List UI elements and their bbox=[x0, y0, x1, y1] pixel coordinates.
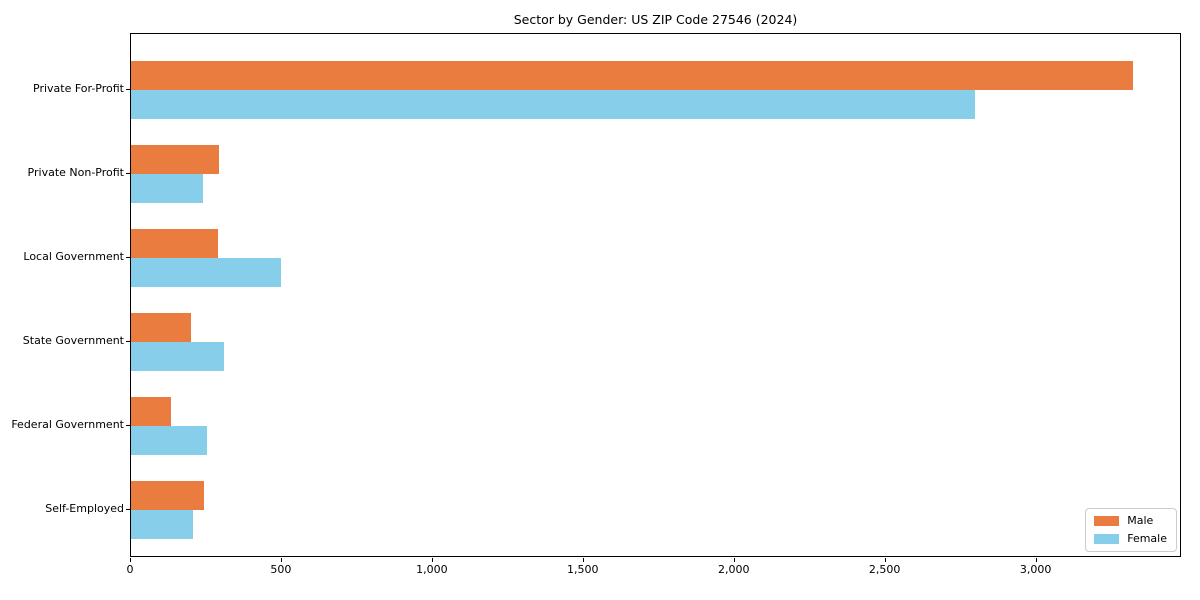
legend-label: Male bbox=[1127, 514, 1154, 527]
legend: Male Female bbox=[1085, 508, 1177, 552]
bar-male-state-government bbox=[131, 313, 191, 342]
legend-swatch-female bbox=[1094, 534, 1120, 544]
y-tick-mark bbox=[126, 425, 130, 426]
plot-area: Male Female bbox=[130, 33, 1181, 557]
y-category-label: Private Non-Profit bbox=[27, 166, 124, 179]
bar-male-local-government bbox=[131, 229, 218, 258]
y-category-label: Self-Employed bbox=[45, 502, 124, 515]
bar-female-self-employed bbox=[131, 510, 193, 539]
y-tick-mark bbox=[126, 257, 130, 258]
x-tick-label: 0 bbox=[126, 563, 134, 576]
bar-female-state-government bbox=[131, 342, 224, 371]
legend-entry-male: Male bbox=[1094, 515, 1167, 527]
y-tick-mark bbox=[126, 509, 130, 510]
bar-male-private-non-profit bbox=[131, 145, 219, 174]
x-tick-mark bbox=[130, 558, 131, 562]
x-tick-mark bbox=[431, 558, 433, 562]
x-tick-label: 1,500 bbox=[567, 563, 599, 576]
bar-male-private-for-profit bbox=[131, 61, 1133, 90]
bar-female-private-non-profit bbox=[131, 174, 203, 203]
x-tick-label: 2,000 bbox=[717, 563, 750, 576]
x-tick-label: 2,500 bbox=[868, 563, 901, 576]
bar-male-self-employed bbox=[131, 481, 204, 510]
y-category-label: Local Government bbox=[23, 250, 124, 263]
y-tick-mark bbox=[126, 173, 130, 174]
x-tick-mark bbox=[733, 558, 735, 562]
y-category-label: Federal Government bbox=[11, 418, 124, 431]
bar-female-private-for-profit bbox=[131, 90, 975, 119]
bar-male-federal-government bbox=[131, 397, 171, 426]
y-category-label: State Government bbox=[22, 334, 124, 347]
x-tick-mark bbox=[884, 558, 886, 562]
x-tick-mark bbox=[280, 558, 282, 562]
y-category-label: Private For-Profit bbox=[33, 82, 124, 95]
legend-label: Female bbox=[1127, 532, 1167, 545]
bar-female-local-government bbox=[131, 258, 281, 287]
x-tick-mark bbox=[1035, 558, 1037, 562]
y-tick-mark bbox=[126, 341, 130, 342]
legend-entry-female: Female bbox=[1094, 533, 1167, 545]
chart-title: Sector by Gender: US ZIP Code 27546 (202… bbox=[513, 12, 798, 27]
x-tick-mark bbox=[582, 558, 584, 562]
x-tick-label: 500 bbox=[270, 563, 292, 576]
legend-swatch-male bbox=[1094, 516, 1120, 526]
y-tick-mark bbox=[126, 89, 130, 90]
x-tick-label: 3,000 bbox=[1019, 563, 1052, 576]
bar-female-federal-government bbox=[131, 426, 207, 455]
x-tick-label: 1,000 bbox=[416, 563, 448, 576]
